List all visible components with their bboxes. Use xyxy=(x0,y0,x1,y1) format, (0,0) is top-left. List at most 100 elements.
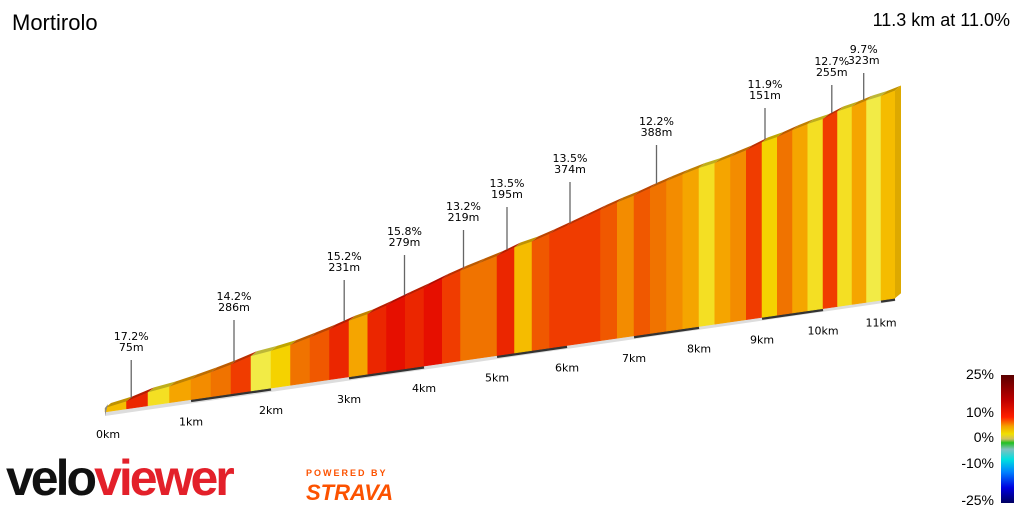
profile-segment-top xyxy=(367,300,393,315)
profile-segment xyxy=(423,278,443,367)
profile-segment-top xyxy=(823,106,844,120)
profile-segment-top xyxy=(866,91,887,101)
annotation-gradient: 17.2% xyxy=(114,330,149,343)
annotation-gradient: 13.2% xyxy=(446,200,481,213)
profile-segment-top xyxy=(549,220,573,234)
annotation-gradient: 12.2% xyxy=(639,115,674,128)
profile-segment-top xyxy=(792,118,814,131)
x-tick-label: 11km xyxy=(865,316,896,329)
legend-tick: 0% xyxy=(973,429,994,445)
annotation-length: 323m xyxy=(848,54,880,67)
annotation-length: 219m xyxy=(448,211,480,224)
profile-segment-top xyxy=(251,345,277,357)
annotation-length: 286m xyxy=(218,301,250,314)
annotation-gradient: 13.5% xyxy=(553,152,588,165)
logo-viewer: viewer xyxy=(94,450,235,506)
profile-segment xyxy=(549,225,568,349)
profile-segment-top xyxy=(583,204,607,218)
profile-segment xyxy=(761,136,778,318)
profile-segment-top xyxy=(617,190,640,203)
annotation-gradient: 11.9% xyxy=(748,78,783,91)
km-band xyxy=(348,365,425,380)
profile-segment-top xyxy=(650,176,673,189)
profile-segment xyxy=(290,337,311,386)
profile-segment-top xyxy=(442,265,467,279)
legend-tick: -25% xyxy=(961,492,994,508)
profile-segment xyxy=(405,287,425,370)
annotation-gradient: 12.7% xyxy=(814,55,849,68)
x-tick-label: 4km xyxy=(412,382,436,395)
profile-segment-top xyxy=(837,101,858,112)
profile-segment xyxy=(866,95,882,303)
profile-segment xyxy=(851,100,867,305)
profile-segment xyxy=(698,162,715,327)
profile-segment-top xyxy=(349,309,374,321)
profile-segment-top xyxy=(852,95,873,107)
profile-segment xyxy=(600,201,618,341)
profile-segment xyxy=(807,118,824,312)
veloviewer-logo[interactable]: veloviewer xyxy=(6,450,235,506)
km-band xyxy=(761,308,824,320)
profile-segment xyxy=(650,180,667,334)
profile-segment-top xyxy=(424,273,449,288)
annotation-length: 151m xyxy=(749,89,781,102)
profile-segment xyxy=(880,90,896,301)
km-band xyxy=(880,297,896,303)
profile-segment xyxy=(514,241,533,354)
profile-segment xyxy=(822,110,838,309)
profile-segment-top xyxy=(746,137,768,151)
profile-segment-top xyxy=(126,387,154,402)
profile-segment xyxy=(730,149,747,323)
profile-segment xyxy=(309,329,330,383)
annotation-gradient: 14.2% xyxy=(217,290,252,303)
profile-segment xyxy=(714,156,731,325)
profile-segment xyxy=(792,123,808,314)
x-tick-label: 7km xyxy=(622,352,646,365)
profile-segment-top xyxy=(329,315,355,330)
profile-segment-top xyxy=(634,183,657,196)
annotation-length: 231m xyxy=(328,261,360,274)
strava-text: STRAVA xyxy=(306,480,394,505)
profile-segment xyxy=(583,209,601,344)
annotation-length: 195m xyxy=(491,188,523,201)
profile-segment xyxy=(478,255,498,359)
profile-segment xyxy=(531,233,550,351)
profile-segment-top xyxy=(699,158,721,169)
x-tick-label: 3km xyxy=(337,393,361,406)
x-tick-label: 9km xyxy=(750,333,774,346)
x-tick-label: 5km xyxy=(485,372,509,385)
profile-segment xyxy=(746,141,763,320)
profile-segment-top xyxy=(290,332,316,345)
logo-velo: velo xyxy=(6,450,97,506)
profile-segment-top xyxy=(460,258,485,271)
profile-segment-top xyxy=(881,85,901,97)
powered-by-text: POWERED BY xyxy=(306,468,388,478)
x-tick-label: 6km xyxy=(555,362,579,375)
legend-tick: 25% xyxy=(965,366,994,382)
annotation-length: 279m xyxy=(389,236,421,249)
profile-segment xyxy=(442,270,461,364)
profile-segment-top xyxy=(310,324,336,338)
x-tick-label: 10km xyxy=(807,325,838,338)
profile-segment-top xyxy=(777,125,799,138)
strava-logo[interactable]: POWERED BY STRAVA xyxy=(306,468,393,506)
x-tick-label: 1km xyxy=(179,416,203,429)
profile-segment-top xyxy=(567,212,590,226)
km-band xyxy=(190,387,272,403)
profile-segment xyxy=(270,344,291,389)
profile-segment xyxy=(367,305,387,375)
profile-segment xyxy=(837,106,853,307)
legend-tick: -10% xyxy=(961,455,994,471)
profile-segment xyxy=(348,313,368,378)
annotation-length: 255m xyxy=(816,66,848,79)
annotation-gradient: 15.2% xyxy=(327,250,362,263)
annotation-gradient: 9.7% xyxy=(850,43,878,56)
profile-segment-top xyxy=(682,163,705,175)
profile-segment-top xyxy=(231,351,257,365)
profile-segment-top xyxy=(105,396,133,408)
legend-tick: 10% xyxy=(965,404,994,420)
profile-end-face xyxy=(895,85,901,299)
km-band xyxy=(496,345,568,359)
profile-segment xyxy=(777,129,793,316)
